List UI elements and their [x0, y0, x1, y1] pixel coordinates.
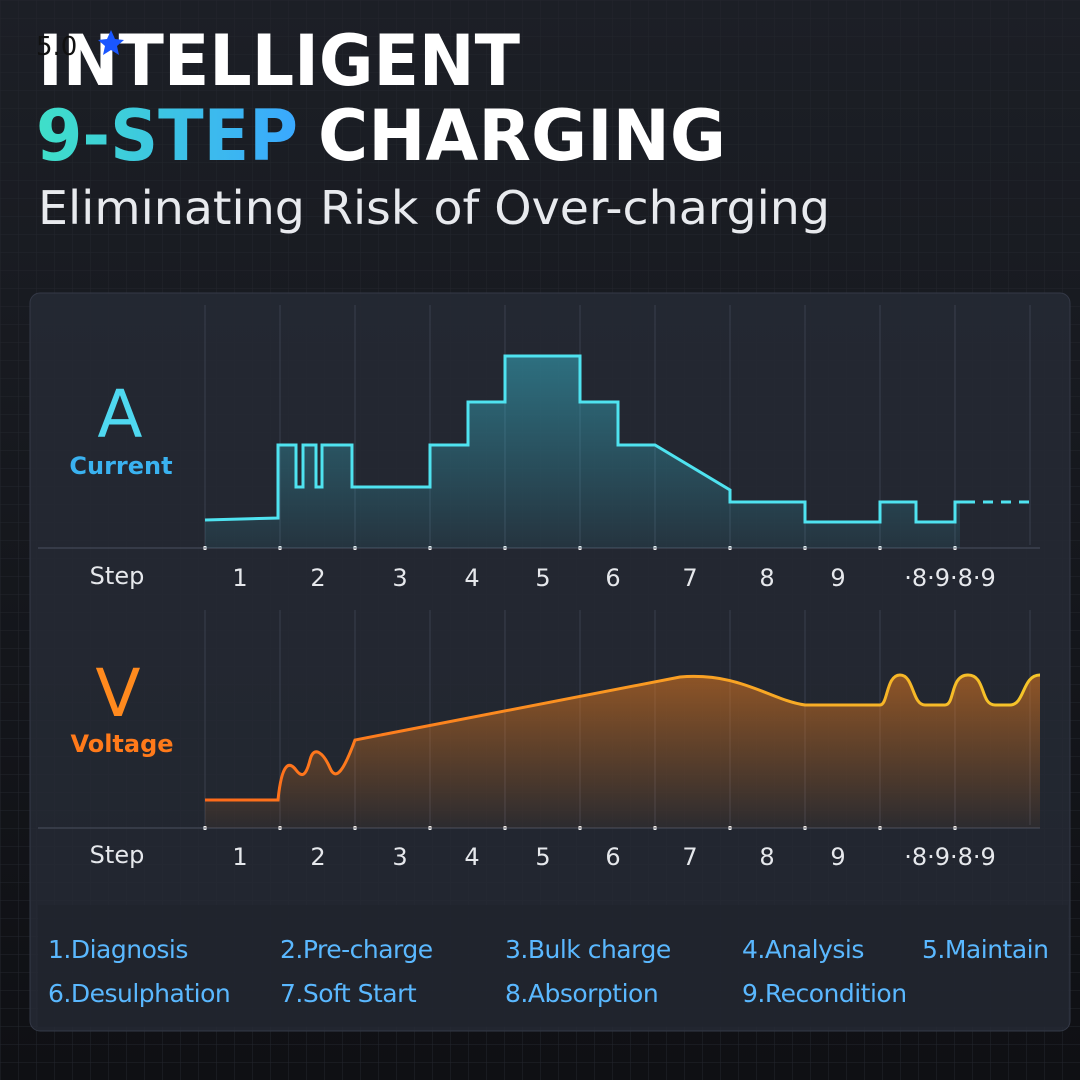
legend-item: 7.Soft Start [280, 979, 417, 1008]
legend-box [38, 905, 1068, 1027]
step-number: 9 [830, 564, 845, 592]
voltage-label: Voltage [70, 730, 173, 758]
step-number: ·8·9·8·9 [904, 843, 996, 871]
step-number: 5 [535, 564, 550, 592]
step-number: 1 [232, 564, 247, 592]
voltage-line [205, 673, 1041, 802]
step-number: 9 [830, 843, 845, 871]
step-number: 7 [682, 843, 697, 871]
legend-item: 3.Bulk charge [505, 935, 671, 964]
legend-item: 1.Diagnosis [48, 935, 188, 964]
rating-star [98, 30, 124, 55]
step-number: 4 [464, 564, 479, 592]
legend-item: 6.Desulphation [48, 979, 230, 1008]
step-number: ·8·9·8·9 [904, 564, 996, 592]
step-number: 2 [310, 843, 325, 871]
step-number: 6 [605, 843, 620, 871]
legend: 1.Diagnosis 2.Pre-charge 3.Bulk charge 4.An… [48, 935, 1049, 1008]
step-number: 6 [605, 564, 620, 592]
step-number: 8 [759, 843, 774, 871]
step-number: 7 [682, 564, 697, 592]
step-rows: 1 2 3 4 5 6 7 8 9 ·8·9·8·9 1 2 3 4 5 6 7 8 9 ·8·9·8·9 [232, 564, 995, 871]
step-number: 3 [392, 843, 407, 871]
current-symbol: A [97, 376, 142, 453]
title-rest: CHARGING [318, 95, 726, 177]
step-label: Step [90, 841, 145, 869]
step-number: 5 [535, 843, 550, 871]
voltage-area [205, 675, 1040, 828]
step-number: 1 [232, 843, 247, 871]
current-line [204, 354, 965, 524]
voltage-symbol: V [95, 655, 140, 732]
step-number: 3 [392, 564, 407, 592]
legend-item: 5.Maintain [922, 935, 1048, 964]
current-area [205, 356, 960, 548]
title-line: INTELLIGENT [38, 20, 520, 102]
rating: 5.0 [36, 32, 77, 62]
step-number: 8 [759, 564, 774, 592]
title-highlight: 9-STEP [36, 95, 298, 177]
legend-item: 8.Absorption [505, 979, 658, 1008]
current-label: Current [69, 452, 172, 480]
legend-item: 2.Pre-charge [280, 935, 433, 964]
legend-item: 4.Analysis [742, 935, 864, 964]
subtitle: Eliminating Risk of Over-charging [38, 181, 830, 235]
step-number: 4 [464, 843, 479, 871]
step-label: Step [90, 562, 145, 590]
legend-item: 9.Recondition [742, 979, 907, 1008]
step-number: 2 [310, 564, 325, 592]
